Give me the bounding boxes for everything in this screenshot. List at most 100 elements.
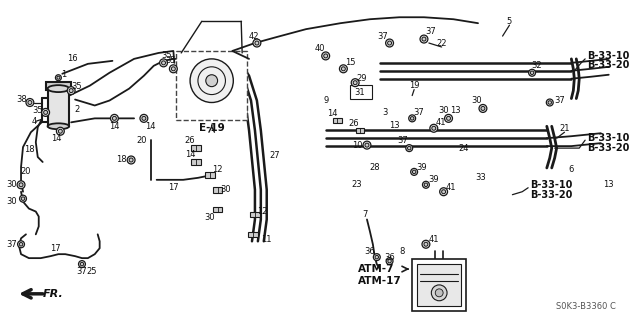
Text: 22: 22 — [436, 39, 447, 48]
Text: 24: 24 — [458, 144, 468, 152]
Bar — [350, 85, 372, 99]
Circle shape — [445, 115, 452, 122]
Text: 30: 30 — [220, 185, 231, 194]
Bar — [248, 232, 258, 237]
Text: 26: 26 — [348, 119, 358, 128]
Circle shape — [140, 115, 148, 122]
Bar — [191, 159, 201, 165]
Bar — [45, 82, 71, 90]
Text: 39: 39 — [428, 175, 439, 184]
Circle shape — [412, 170, 416, 174]
Circle shape — [388, 41, 392, 45]
Circle shape — [432, 126, 436, 130]
Bar — [176, 51, 247, 120]
Circle shape — [479, 105, 487, 112]
Text: 38: 38 — [17, 95, 28, 104]
Text: 30: 30 — [438, 106, 449, 115]
Circle shape — [422, 37, 426, 41]
Circle shape — [18, 241, 24, 248]
Circle shape — [19, 183, 23, 187]
Circle shape — [375, 256, 378, 259]
Circle shape — [373, 254, 380, 261]
Circle shape — [42, 108, 49, 116]
Circle shape — [547, 99, 553, 106]
Text: 25: 25 — [86, 266, 97, 276]
Text: 17: 17 — [168, 183, 179, 192]
Circle shape — [21, 197, 25, 200]
Text: 37: 37 — [554, 96, 565, 105]
Bar — [412, 259, 466, 311]
Text: 20: 20 — [137, 136, 147, 145]
Text: 23: 23 — [352, 180, 362, 189]
Text: 42: 42 — [249, 32, 259, 41]
Circle shape — [67, 87, 75, 94]
Circle shape — [44, 110, 47, 115]
Circle shape — [127, 156, 135, 164]
Circle shape — [69, 89, 73, 93]
Circle shape — [386, 258, 393, 264]
Circle shape — [386, 39, 394, 47]
Text: B-33-10: B-33-10 — [587, 51, 630, 61]
Circle shape — [58, 129, 62, 133]
Text: 19: 19 — [409, 81, 419, 90]
Circle shape — [431, 285, 447, 301]
Text: 30: 30 — [6, 180, 17, 189]
Circle shape — [420, 35, 428, 43]
Bar — [250, 212, 260, 217]
Text: 10: 10 — [352, 141, 362, 150]
Circle shape — [79, 261, 85, 268]
Bar — [205, 172, 214, 178]
Circle shape — [422, 181, 429, 188]
Text: 41: 41 — [445, 183, 456, 192]
Text: 35: 35 — [165, 56, 176, 65]
Circle shape — [111, 115, 118, 122]
Circle shape — [424, 183, 428, 187]
Text: 14: 14 — [109, 122, 120, 131]
Text: 21: 21 — [559, 124, 570, 133]
Circle shape — [341, 67, 346, 71]
Circle shape — [206, 75, 218, 87]
Text: 27: 27 — [269, 151, 280, 160]
Text: 14: 14 — [327, 109, 338, 118]
Text: B-33-20: B-33-20 — [587, 143, 630, 153]
Text: 30: 30 — [6, 197, 17, 206]
Circle shape — [161, 61, 166, 65]
Circle shape — [26, 99, 34, 107]
Bar — [212, 187, 223, 192]
Circle shape — [408, 146, 411, 150]
Bar — [356, 128, 364, 133]
Text: 3: 3 — [382, 108, 387, 117]
Text: 41: 41 — [429, 235, 439, 244]
Text: 36: 36 — [365, 247, 375, 256]
Text: 13: 13 — [450, 106, 461, 115]
Text: 16: 16 — [67, 54, 77, 63]
Circle shape — [411, 168, 417, 175]
Circle shape — [129, 158, 133, 162]
Text: 6: 6 — [569, 166, 574, 174]
Text: B-33-20: B-33-20 — [587, 60, 630, 70]
Circle shape — [406, 145, 413, 152]
Text: 28: 28 — [369, 163, 380, 173]
Text: 37: 37 — [397, 136, 408, 145]
Text: 32: 32 — [532, 61, 542, 70]
Circle shape — [80, 262, 84, 266]
Circle shape — [339, 65, 348, 73]
Text: 12: 12 — [257, 207, 268, 216]
Text: ATM-17: ATM-17 — [358, 276, 402, 286]
Text: B-33-10: B-33-10 — [530, 180, 572, 190]
Text: 11: 11 — [262, 235, 272, 244]
Text: E-19: E-19 — [199, 123, 225, 133]
Bar — [333, 118, 342, 123]
Text: B-33-20: B-33-20 — [530, 190, 572, 200]
Circle shape — [57, 76, 60, 79]
Text: 15: 15 — [345, 58, 355, 67]
Text: 9: 9 — [323, 96, 328, 105]
Circle shape — [113, 116, 116, 120]
Text: 37: 37 — [413, 108, 424, 117]
Text: 35: 35 — [72, 82, 83, 91]
Circle shape — [548, 101, 552, 104]
Circle shape — [529, 69, 536, 76]
Text: 17: 17 — [50, 244, 61, 253]
Circle shape — [435, 289, 443, 297]
Circle shape — [424, 242, 428, 246]
